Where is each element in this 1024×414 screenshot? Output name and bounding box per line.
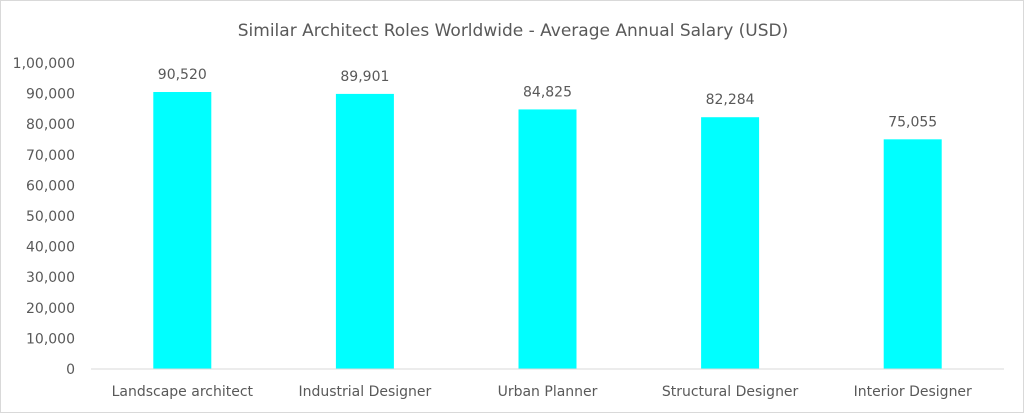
- x-tick-label: Industrial Designer: [298, 384, 431, 400]
- x-tick-label: Structural Designer: [662, 384, 799, 400]
- y-axis: 0 10,000 20,000 30,000 40,000 50,000 60,000 70,…: [13, 56, 75, 378]
- x-tick-label: Urban Planner: [498, 384, 598, 400]
- y-tick-label: 60,000: [26, 178, 75, 194]
- y-tick-label: 90,000: [26, 87, 75, 103]
- data-label: 84,825: [523, 84, 572, 100]
- x-axis: Landscape architect Industrial Designer Ur…: [112, 384, 972, 400]
- bars: 90,520 89,901 84,825 82,284 75,055: [153, 67, 942, 370]
- bar: [518, 109, 577, 370]
- y-tick-label: 50,000: [26, 209, 75, 225]
- x-tick-label: Interior Designer: [854, 384, 972, 400]
- y-tick-label: 0: [66, 362, 75, 378]
- bar: [153, 92, 212, 370]
- data-label: 89,901: [340, 69, 389, 85]
- y-tick-label: 30,000: [26, 270, 75, 286]
- y-tick-label: 80,000: [26, 117, 75, 133]
- chart-title: Similar Architect Roles Worldwide - Aver…: [238, 21, 789, 41]
- y-tick-label: 10,000: [26, 331, 75, 347]
- bar: [883, 139, 942, 369]
- bar: [335, 93, 394, 369]
- data-label: 82,284: [706, 92, 755, 108]
- bar: [701, 117, 760, 369]
- y-tick-label: 70,000: [26, 148, 75, 164]
- x-tick-label: Landscape architect: [112, 384, 254, 400]
- data-label: 90,520: [158, 67, 207, 83]
- y-tick-label: 20,000: [26, 301, 75, 317]
- y-tick-label: 1,00,000: [13, 56, 75, 72]
- data-label: 75,055: [888, 114, 937, 130]
- y-tick-label: 40,000: [26, 240, 75, 256]
